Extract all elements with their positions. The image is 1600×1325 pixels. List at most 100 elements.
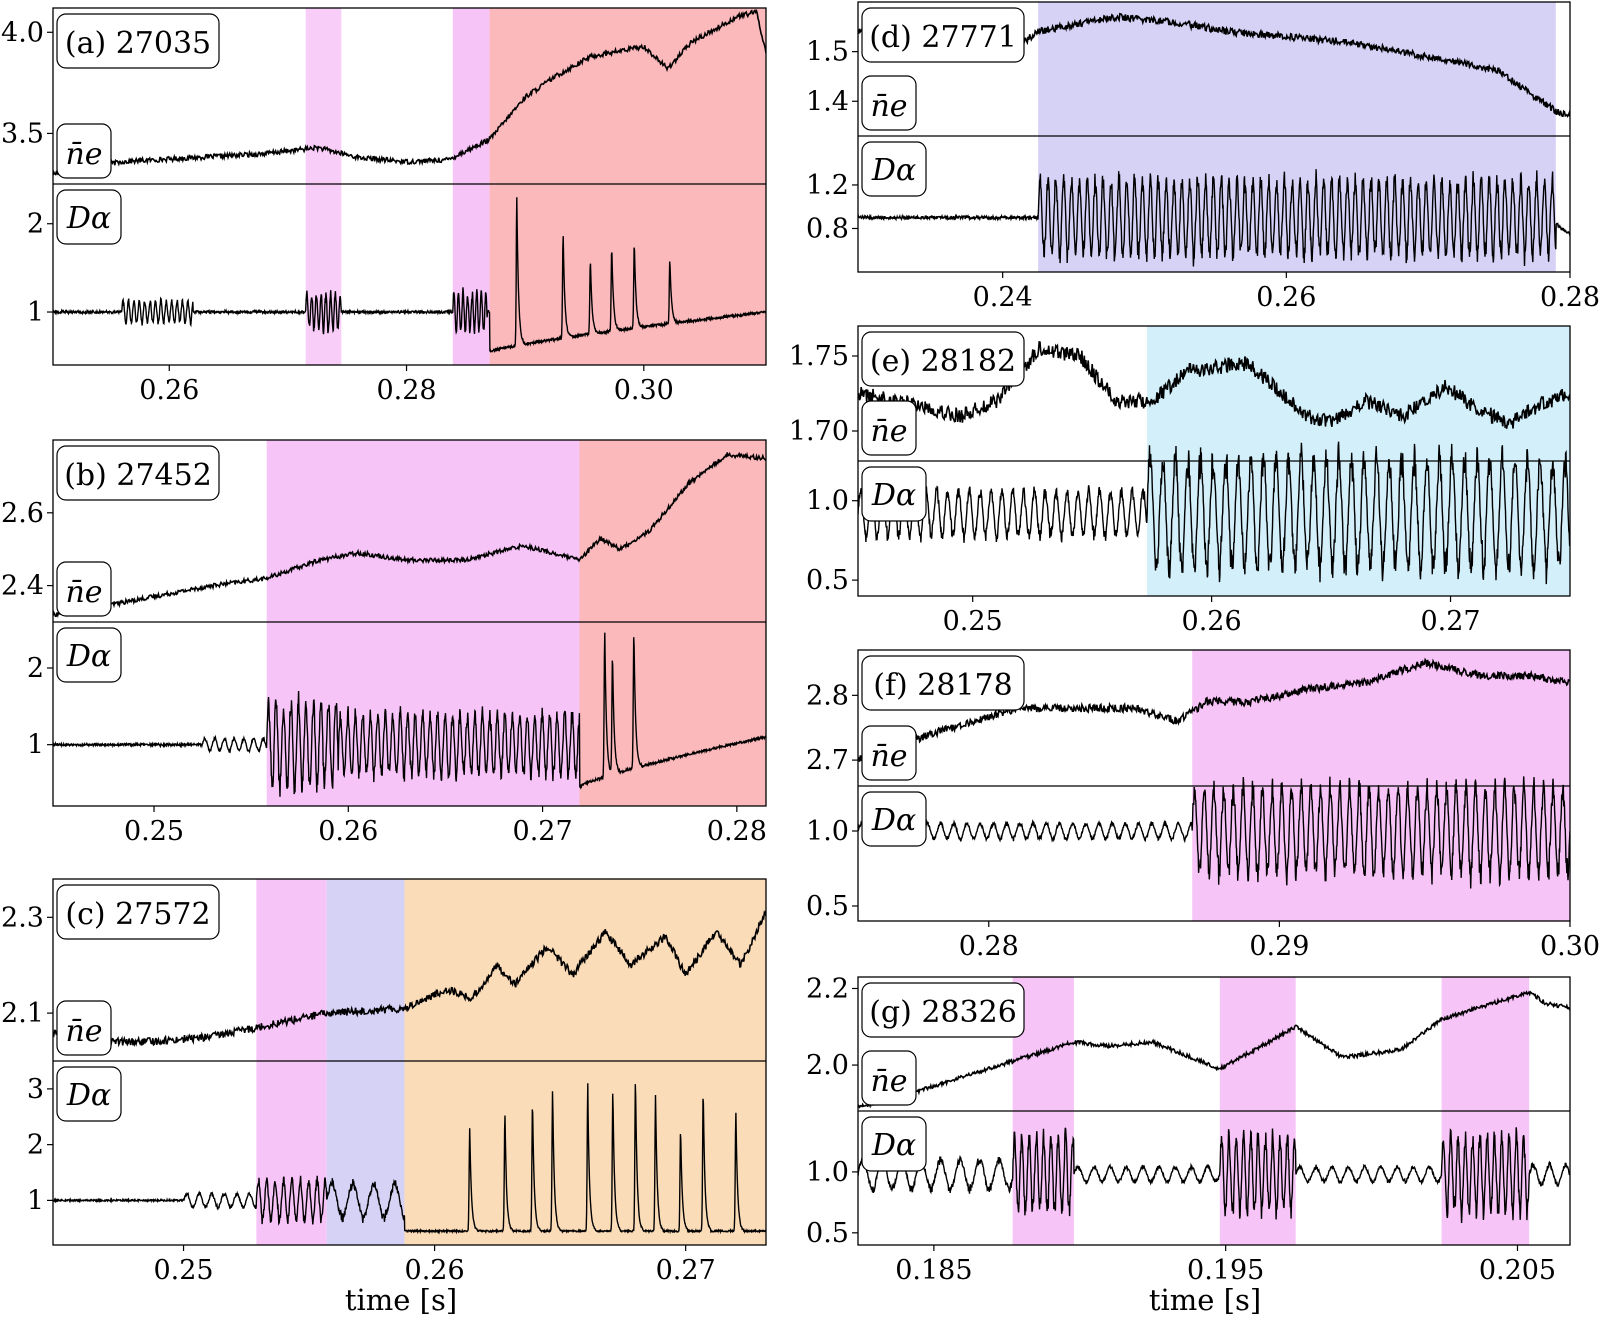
ytick-top-label-d-1: 1.5	[806, 37, 849, 68]
da-trace-d	[858, 169, 1570, 267]
da-label-box-f	[861, 791, 927, 847]
ne-label-box-b	[56, 561, 112, 617]
ytick-top-label-e-0: 1.70	[789, 416, 849, 447]
panel-label-d: (d) 27771	[869, 20, 1017, 55]
panels-group: 0.26 0.28 0.30 3.5 4.0 1 2 (a) 27035 n̄e Dα 0.25 0.…	[1, 1, 1600, 1286]
ytick-bottom-label-c-2: 3	[27, 1074, 44, 1105]
xtick-label-e-0: 0.25	[943, 606, 1003, 637]
xtick-label-b-0: 0.25	[124, 816, 184, 847]
xtick-label-b-1: 0.26	[318, 816, 378, 847]
xtick-label-a-2: 0.30	[614, 375, 674, 406]
ytick-bottom-label-b-0: 1	[27, 730, 44, 761]
ytick-top-label-g-0: 2.0	[806, 1050, 849, 1081]
panel-e: 0.25 0.26 0.27 1.70 1.75 0.5 1.0 (e) 28182 n̄e Dα	[789, 325, 1571, 637]
ytick-bottom-label-d-1: 1.2	[806, 170, 849, 201]
panel-label-f: (f) 28178	[873, 668, 1012, 703]
panel-label-box-e	[861, 331, 1025, 387]
da-label-box-b	[56, 627, 122, 683]
xtick-label-c-0: 0.25	[153, 1255, 213, 1286]
ytick-top-label-g-1: 2.2	[806, 973, 849, 1004]
frame-a	[52, 7, 767, 366]
ytick-bottom-label-f-1: 1.0	[806, 816, 849, 847]
ytick-top-label-a-1: 4.0	[1, 17, 44, 48]
ne-label-a: n̄e	[65, 137, 102, 172]
xtick-label-a-1: 0.28	[376, 375, 436, 406]
ytick-bottom-label-c-0: 1	[27, 1185, 44, 1216]
panel-b: 0.25 0.26 0.27 0.28 2.4 2.6 1 2 (b) 27452 n̄e Dα	[1, 439, 767, 847]
da-trace-b	[53, 632, 766, 797]
xtick-label-d-0: 0.24	[973, 282, 1033, 313]
xtick-label-f-0: 0.28	[959, 931, 1019, 962]
da-label-f: Dα	[871, 803, 916, 838]
ytick-top-label-f-0: 2.7	[806, 745, 849, 776]
da-trace-e	[858, 441, 1570, 585]
frame-d	[857, 1, 1571, 273]
panel-g: 0.185 0.195 0.205 2.0 2.2 0.5 1.0 (g) 28326 n̄e D…	[806, 973, 1571, 1286]
da-label-b: Dα	[66, 639, 111, 674]
ne-trace-e	[858, 340, 1570, 429]
ytick-top-label-c-0: 2.1	[1, 998, 44, 1029]
ne-label-f: n̄e	[870, 739, 907, 774]
da-label-box-c	[56, 1066, 122, 1122]
xlabel-right: time [s]	[1149, 1283, 1261, 1317]
ne-label-e: n̄e	[870, 414, 907, 449]
xtick-label-d-2: 0.28	[1540, 282, 1600, 313]
panel-label-box-f	[861, 655, 1025, 711]
xtick-label-a-0: 0.26	[139, 375, 199, 406]
da-label-box-d	[861, 141, 927, 197]
ytick-bottom-label-g-1: 1.0	[806, 1157, 849, 1188]
ytick-bottom-label-c-1: 2	[27, 1130, 44, 1161]
da-trace-a	[53, 197, 766, 353]
ne-trace-g	[858, 990, 1570, 1109]
da-label-d: Dα	[871, 153, 916, 188]
ytick-top-label-b-0: 2.4	[1, 571, 44, 602]
ytick-bottom-label-b-1: 2	[27, 653, 44, 684]
xtick-label-g-2: 0.205	[1479, 1255, 1556, 1286]
da-label-a: Dα	[66, 201, 111, 236]
ytick-top-label-d-0: 1.4	[806, 86, 849, 117]
da-label-box-a	[56, 189, 122, 245]
ne-label-box-f	[861, 725, 917, 781]
ytick-top-label-f-1: 2.8	[806, 680, 849, 711]
da-label-e: Dα	[871, 478, 916, 513]
ne-label-c: n̄e	[65, 1014, 102, 1049]
ne-trace-a	[53, 8, 766, 176]
panel-label-box-c	[56, 884, 220, 940]
region-a-0	[305, 8, 342, 365]
ytick-top-label-a-0: 3.5	[1, 118, 44, 149]
panel-label-b: (b) 27452	[64, 458, 212, 493]
xtick-label-b-3: 0.28	[707, 816, 767, 847]
xlabel-left: time [s]	[345, 1283, 457, 1317]
frame-c	[52, 878, 767, 1246]
ne-label-b: n̄e	[65, 575, 102, 610]
ne-trace-b	[53, 451, 766, 619]
xtick-label-c-1: 0.26	[405, 1255, 465, 1286]
ytick-bottom-label-d-0: 0.8	[806, 213, 849, 244]
region-c-1	[326, 879, 405, 1245]
panel-label-e: (e) 28182	[870, 344, 1016, 379]
panel-c: 0.25 0.26 0.27 2.1 2.3 1 2 3 (c) 27572 n̄e Dα	[1, 878, 767, 1286]
xtick-label-e-2: 0.27	[1420, 606, 1480, 637]
panel-label-g: (g) 28326	[869, 995, 1017, 1030]
xtick-label-b-2: 0.27	[513, 816, 573, 847]
ne-label-box-d	[861, 75, 917, 131]
ne-trace-f	[858, 657, 1570, 763]
da-trace-g	[858, 1127, 1570, 1224]
da-label-g: Dα	[871, 1128, 916, 1163]
panel-d: 0.24 0.26 0.28 1.4 1.5 0.8 1.2 (d) 27771 n̄e Dα	[806, 1, 1600, 313]
ne-label-box-c	[56, 1000, 112, 1056]
ytick-bottom-label-f-0: 0.5	[806, 891, 849, 922]
panel-label-c: (c) 27572	[65, 897, 210, 932]
da-trace-f	[858, 776, 1570, 889]
region-c-2	[404, 879, 766, 1245]
da-label-box-e	[861, 466, 927, 522]
panel-label-box-b	[56, 445, 220, 501]
panel-label-box-a	[56, 13, 220, 69]
xtick-label-g-0: 0.185	[895, 1255, 972, 1286]
xtick-label-f-2: 0.30	[1540, 931, 1600, 962]
xtick-label-d-1: 0.26	[1256, 282, 1316, 313]
ne-label-box-g	[861, 1050, 917, 1106]
panel-label-box-d	[861, 7, 1025, 63]
panel-label-a: (a) 27035	[65, 26, 211, 61]
